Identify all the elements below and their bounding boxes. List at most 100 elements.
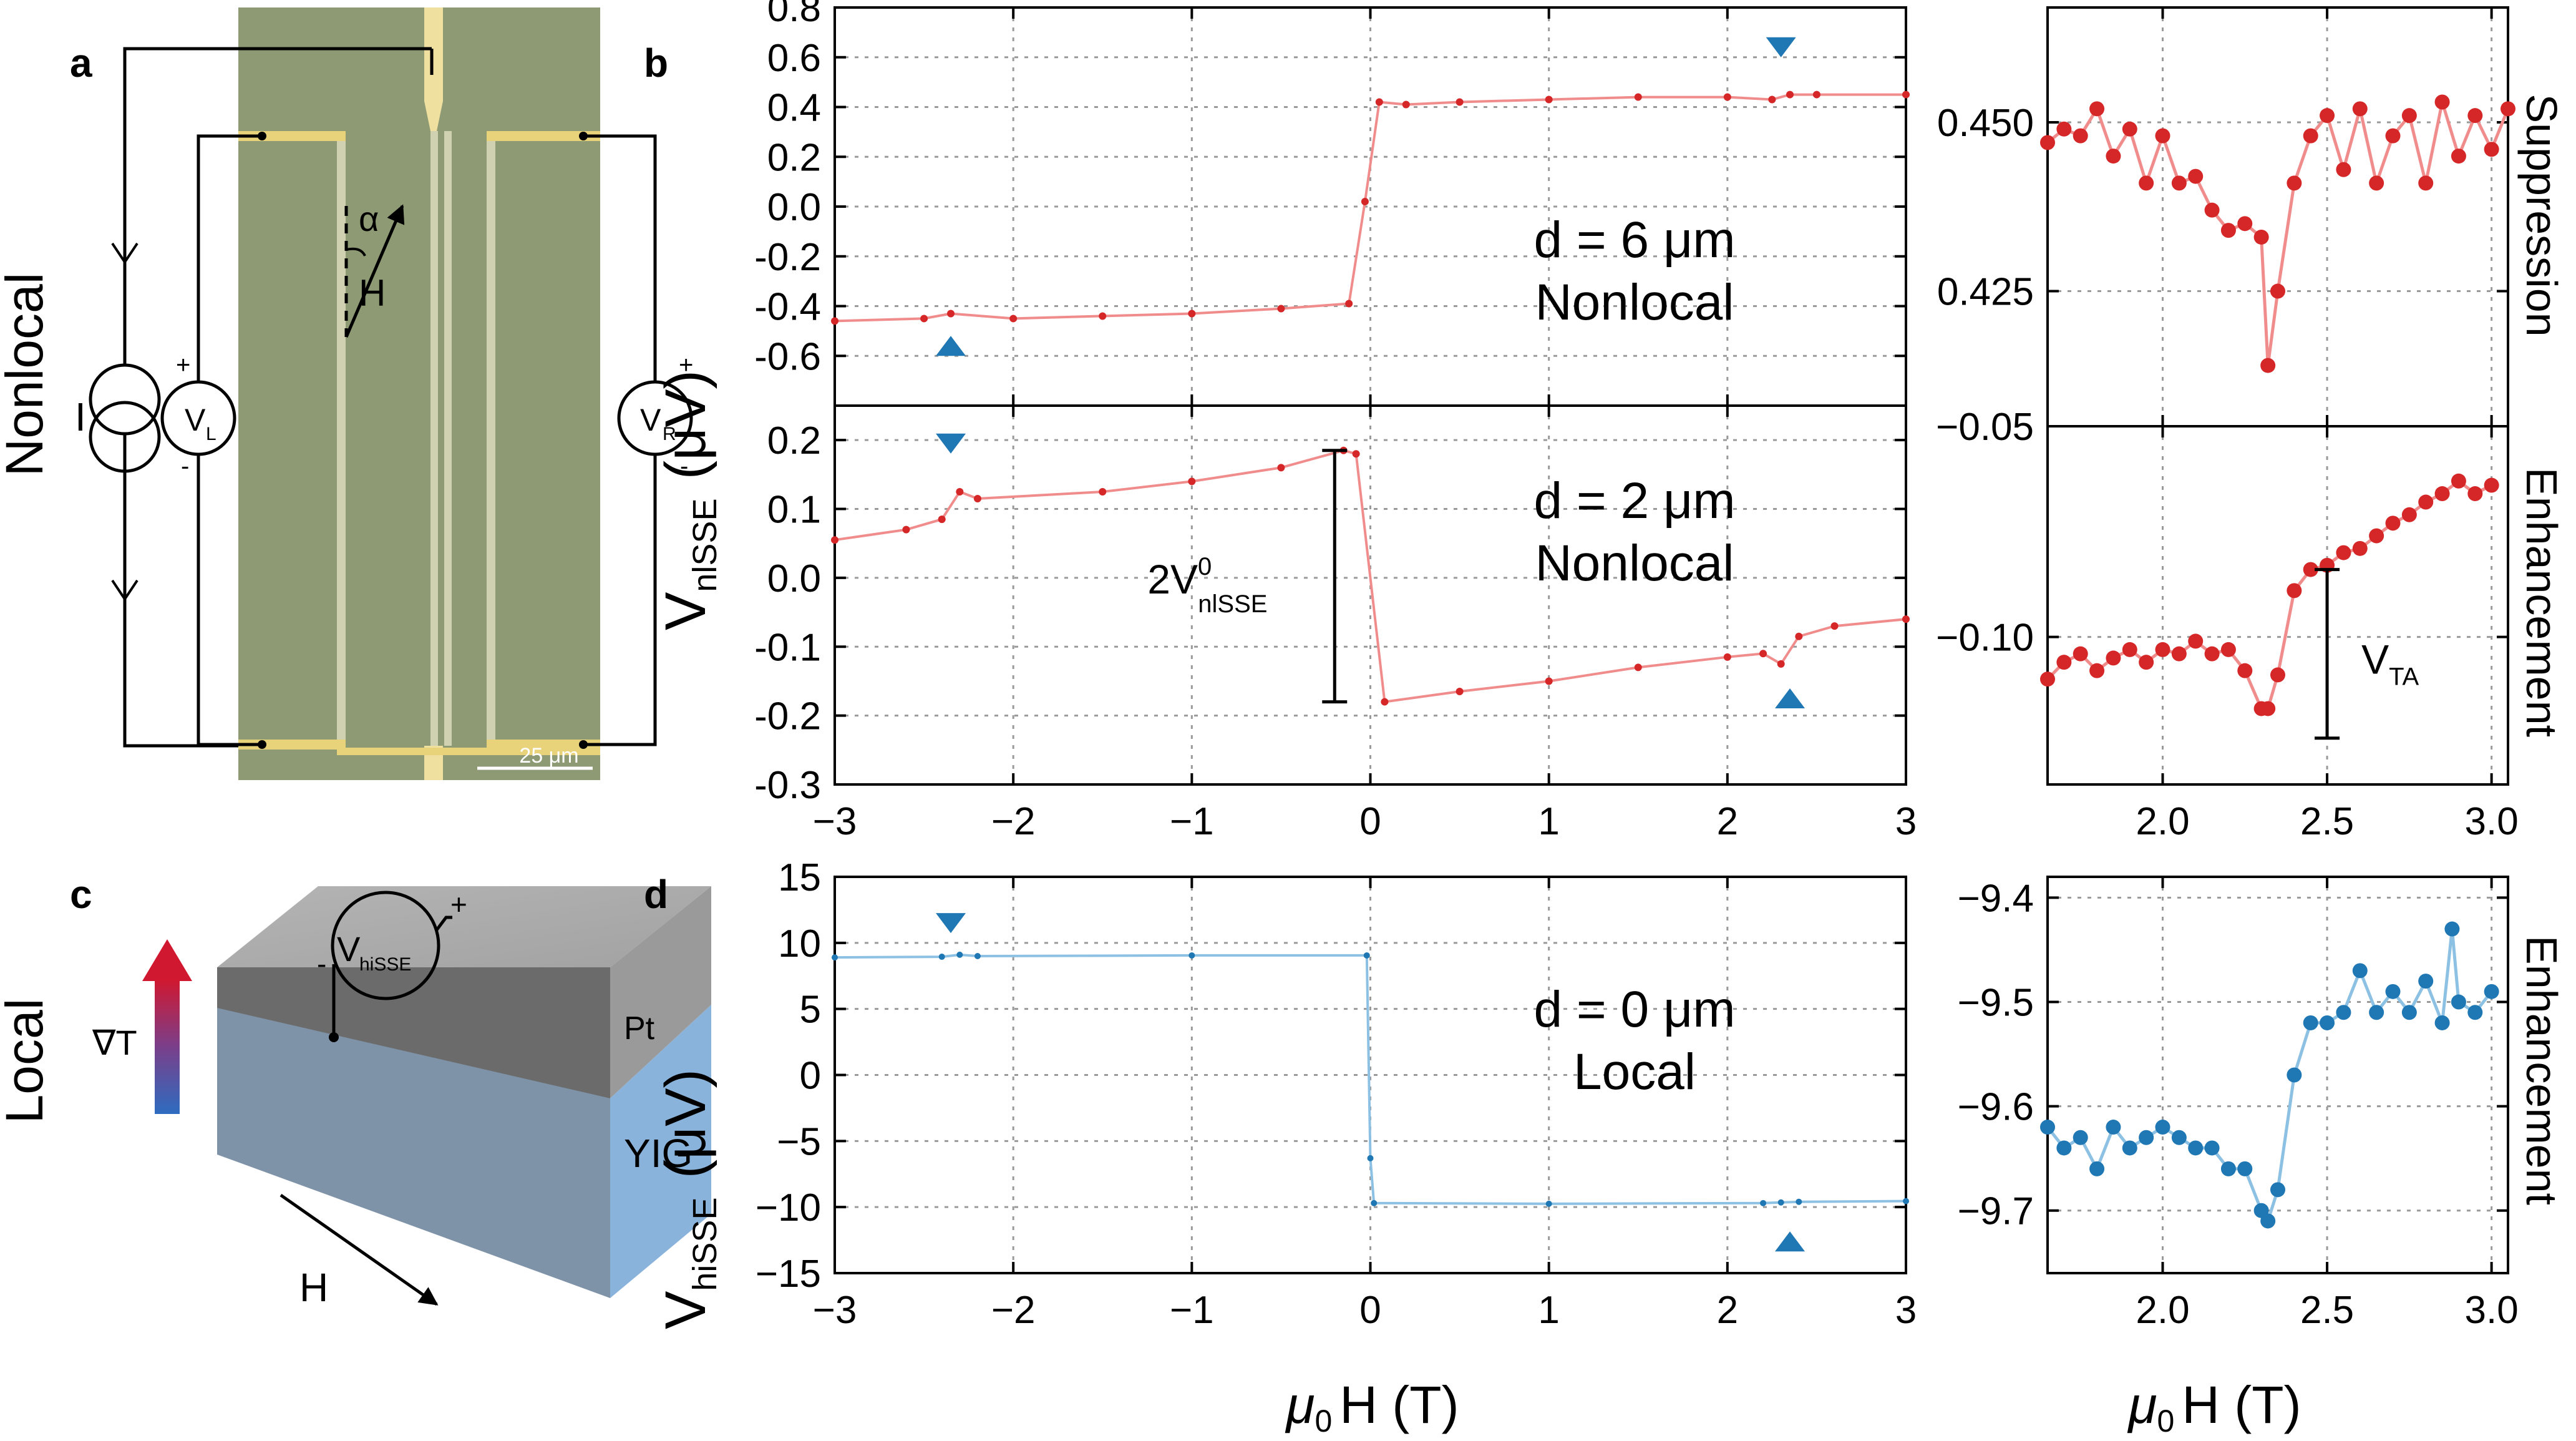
panel-c: c Local ∇T Pt YIG V hiSSE + - H bbox=[0, 872, 711, 1310]
data-point-b_bottom-3 bbox=[956, 487, 964, 496]
ytick-label-b_top-7: 0.8 bbox=[767, 0, 821, 30]
data-point-r3-24 bbox=[2418, 974, 2434, 989]
data-point-r1-19 bbox=[2336, 162, 2351, 177]
annotation-d-0: d = 0 μm bbox=[1534, 981, 1736, 1038]
data-point-b_top-10 bbox=[1402, 100, 1410, 109]
ytick-label-b_bottom-2: -0.1 bbox=[754, 626, 821, 669]
data-point-r2-19 bbox=[2336, 545, 2351, 560]
data-point-d-7 bbox=[1371, 1199, 1378, 1206]
yig-label: YIG bbox=[624, 1131, 693, 1176]
data-point-r3-11 bbox=[2220, 1161, 2236, 1176]
data-point-r2-17 bbox=[2303, 562, 2318, 577]
chart-b_top: -0.6 -0.4 -0.2 0.0 0.2 0.4 0.6 0.8 d = 6 μm Nonlo… bbox=[754, 0, 1910, 407]
series-line-r3-0 bbox=[2046, 929, 2493, 1225]
data-point-b_top-5 bbox=[1188, 310, 1196, 318]
data-point-r1-1 bbox=[2056, 121, 2072, 137]
data-point-d-9 bbox=[1760, 1199, 1767, 1206]
xtick-label-d-6: 3 bbox=[1895, 1289, 1917, 1332]
data-point-b_bottom-5 bbox=[1099, 487, 1107, 496]
label-2v0-main: 2V bbox=[1147, 556, 1198, 602]
data-point-b_top-18 bbox=[1902, 90, 1910, 99]
plot-frame-r1 bbox=[2046, 6, 2509, 427]
data-point-b_top-2 bbox=[947, 310, 955, 318]
panel-label-d: d bbox=[644, 872, 668, 917]
ylabel-top-main: V bbox=[654, 592, 717, 630]
data-point-r2-25 bbox=[2434, 486, 2450, 502]
xtick-label-r2-1: 2.5 bbox=[2300, 800, 2354, 843]
ytick-label-b_top-6: 0.6 bbox=[767, 37, 821, 80]
data-point-d-0 bbox=[832, 954, 838, 961]
voltmeter-hisse-plus-lead bbox=[435, 916, 452, 931]
xtick-label-b_bottom-2: −1 bbox=[1170, 800, 1214, 843]
marker-triangle-d-0 bbox=[936, 913, 966, 934]
current-arrow-lower bbox=[111, 579, 139, 602]
annotation-b_top-1: Nonlocal bbox=[1535, 274, 1734, 331]
data-point-r1-27 bbox=[2467, 108, 2483, 124]
xtick-label-d-0: −3 bbox=[813, 1289, 857, 1332]
data-point-b_top-17 bbox=[1812, 90, 1820, 99]
ytick-label-r3-1: −9.6 bbox=[1958, 1086, 2034, 1129]
data-point-r1-0 bbox=[2040, 135, 2055, 150]
label-2v0-sup: 0 bbox=[1198, 553, 1212, 580]
data-point-b_bottom-13 bbox=[1634, 663, 1642, 672]
data-point-r1-21 bbox=[2369, 175, 2384, 191]
marker-triangle-d-1 bbox=[1774, 1231, 1805, 1252]
voltmeter-hisse-label: V bbox=[337, 929, 361, 969]
ylabel-top-unit: (μV) bbox=[654, 370, 717, 480]
current-source-circle-1 bbox=[89, 363, 161, 436]
data-point-r3-3 bbox=[2089, 1161, 2105, 1176]
ytick-label-d-3: 0 bbox=[800, 1055, 821, 1098]
chart-r1: 0.425 0.450 bbox=[1937, 6, 2515, 427]
data-point-b_bottom-6 bbox=[1188, 477, 1196, 486]
vl-minus: - bbox=[181, 452, 189, 480]
data-point-r3-16 bbox=[2287, 1067, 2302, 1083]
series-line-r1-0 bbox=[2046, 101, 2510, 366]
data-point-b_top-12 bbox=[1545, 95, 1553, 104]
xtick-label-r3-0: 2.0 bbox=[2136, 1289, 2189, 1332]
annotation-d-1: Local bbox=[1573, 1043, 1696, 1100]
pt-strip-middle-right bbox=[444, 131, 452, 746]
data-point-r2-5 bbox=[2122, 642, 2137, 657]
ylabel-top: VnlSSE (μV) bbox=[654, 370, 724, 630]
contact-pad-br bbox=[487, 740, 600, 750]
charts: -0.6 -0.4 -0.2 0.0 0.2 0.4 0.6 0.8 d = 6 μm Nonlo… bbox=[754, 0, 2519, 1332]
data-point-r1-29 bbox=[2501, 101, 2515, 117]
voltmeter-hisse-plus: + bbox=[450, 888, 467, 921]
right-label-enhancement-1: Enhancement bbox=[2517, 467, 2566, 737]
data-point-r2-24 bbox=[2418, 494, 2434, 510]
ylabel-bottom-sub: hiSSE bbox=[686, 1198, 724, 1291]
ytick-label-r3-3: −9.4 bbox=[1958, 877, 2034, 920]
data-point-r2-12 bbox=[2237, 663, 2253, 678]
right-label-enhancement-2: Enhancement bbox=[2517, 935, 2566, 1205]
data-point-b_top-0 bbox=[831, 317, 838, 325]
ytick-label-b_bottom-5: 0.2 bbox=[767, 419, 821, 462]
vl-voltmeter bbox=[160, 380, 236, 456]
yig-side-face bbox=[217, 1008, 610, 1298]
marker-triangle-b_top-0 bbox=[1766, 37, 1796, 57]
ylabel-bottom-main: V bbox=[654, 1291, 717, 1329]
data-point-r2-22 bbox=[2385, 515, 2401, 531]
data-point-r1-10 bbox=[2204, 202, 2220, 218]
vr-minus: - bbox=[680, 452, 688, 480]
gradient-arrow-head bbox=[142, 939, 192, 981]
pt-right-face bbox=[610, 886, 711, 1098]
pt-strip-middle-left bbox=[430, 131, 438, 746]
data-point-r3-29 bbox=[2484, 984, 2499, 999]
chart-r2: −0.10 −0.05 2.0 2.5 3.0 VTA bbox=[1936, 406, 2519, 843]
label-vta-main: V bbox=[2361, 636, 2389, 682]
data-point-d-12 bbox=[1903, 1198, 1909, 1204]
data-point-r3-1 bbox=[2056, 1140, 2072, 1156]
data-point-b_bottom-4 bbox=[973, 494, 981, 502]
ytick-label-b_bottom-3: 0.0 bbox=[767, 557, 821, 600]
ylabel-bottom: VhiSSE (μV) bbox=[654, 1069, 724, 1329]
data-point-r2-3 bbox=[2089, 663, 2105, 678]
xtick-label-r3-1: 2.5 bbox=[2300, 1289, 2354, 1332]
marker-triangle-b_bottom-1 bbox=[1774, 688, 1805, 709]
data-point-b_bottom-9 bbox=[1352, 450, 1360, 458]
annotation-b_bottom-1: Nonlocal bbox=[1535, 535, 1734, 592]
data-point-d-6 bbox=[1367, 1155, 1374, 1161]
label-vta: VTA bbox=[2361, 636, 2419, 690]
data-point-b_top-1 bbox=[920, 315, 928, 323]
data-point-r1-12 bbox=[2237, 216, 2253, 232]
field-arrow-c bbox=[279, 1193, 439, 1306]
